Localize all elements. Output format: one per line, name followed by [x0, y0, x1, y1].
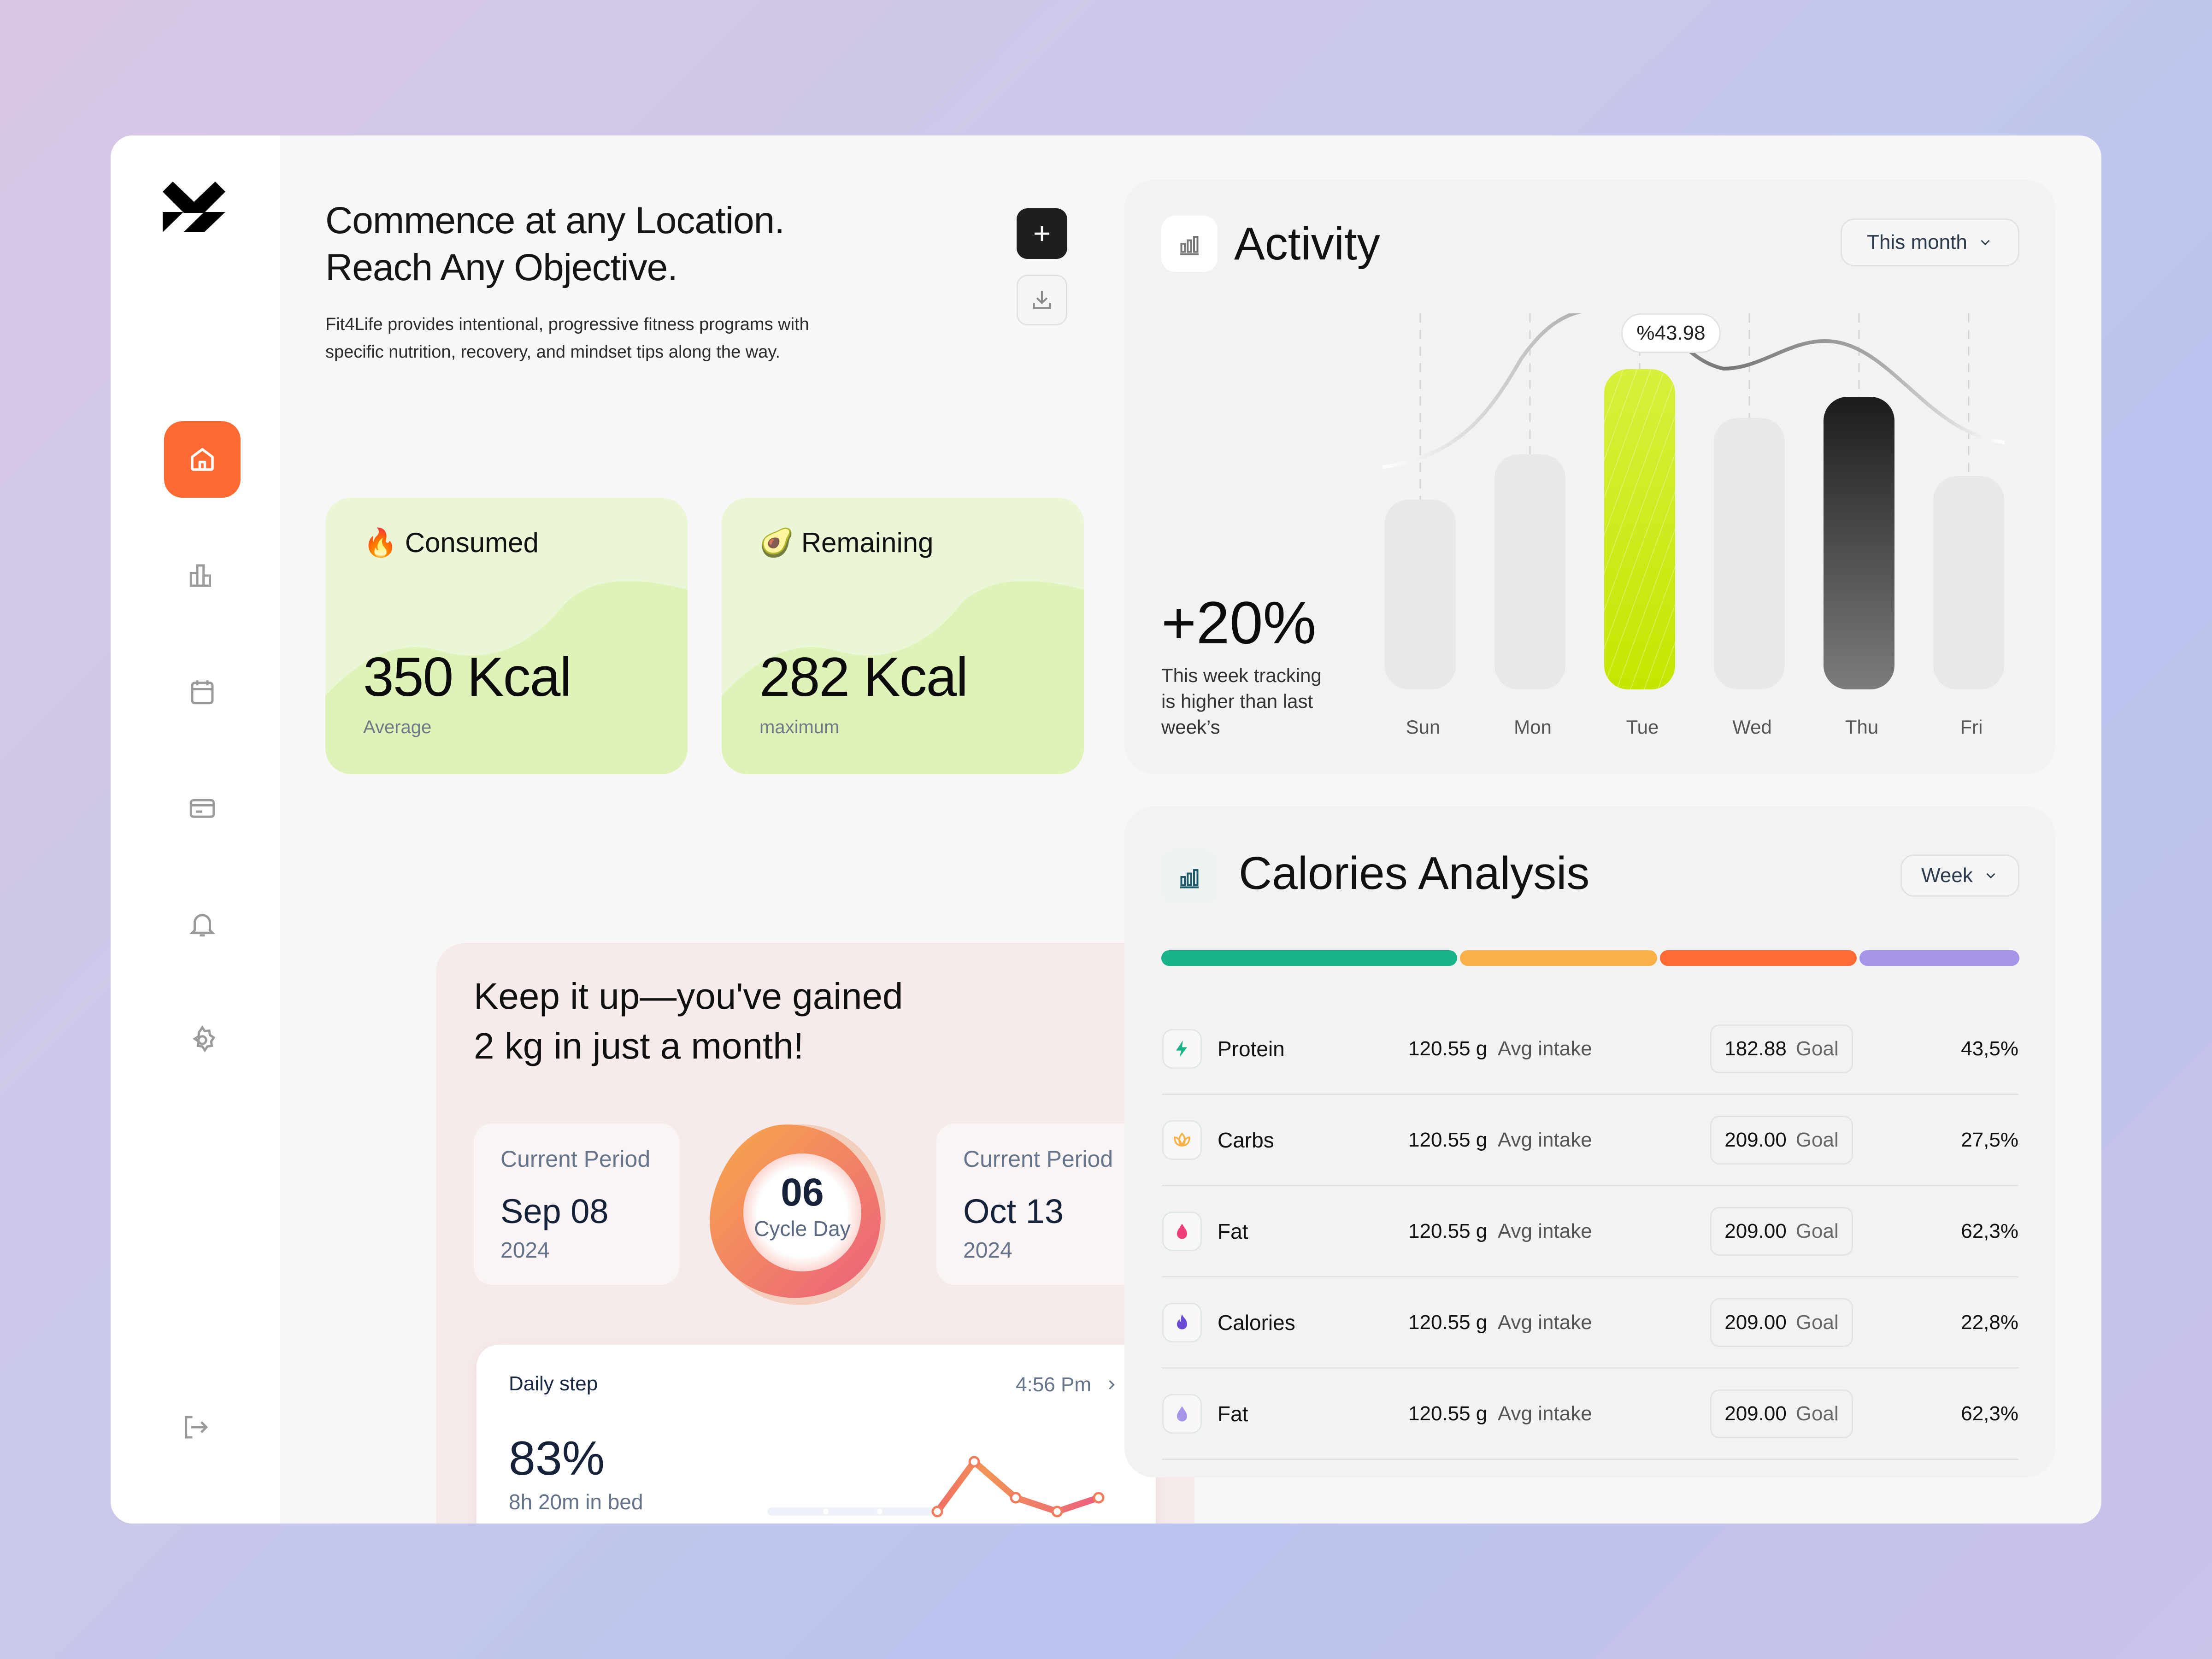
bell-icon: [189, 914, 215, 937]
plus-icon: [1035, 226, 1049, 241]
segment-calories: [1859, 950, 2020, 966]
table-row[interactable]: Fat 120.55 g Avg intake 209.00 Goal 62,3%: [1162, 1369, 2018, 1460]
svg-text:Thu: Thu: [1845, 716, 1878, 738]
bar-thu: [1824, 397, 1894, 689]
svg-text:Sun: Sun: [1406, 716, 1441, 738]
calories-period-dropdown[interactable]: Week: [1900, 854, 2019, 897]
chevron-right-icon: [1109, 1380, 1115, 1390]
segment-fat: [1659, 950, 1857, 966]
page-description: Fit4Life provides intentional, progressi…: [325, 315, 809, 362]
sidebar-item-payments[interactable]: [164, 770, 241, 846]
bar-wed: [1714, 418, 1785, 689]
activity-icon: [1161, 216, 1218, 272]
home-icon: [191, 448, 214, 471]
calories-icon: [1161, 849, 1218, 905]
svg-text:Tue: Tue: [1626, 716, 1659, 738]
sidebar-item-stats[interactable]: [164, 537, 241, 614]
progress-headline: Keep it up—you've gained 2 kg in just a m…: [474, 976, 903, 1066]
table-row[interactable]: Carbs 120.55 g Avg intake 209.00 Goal 27,…: [1162, 1095, 2018, 1186]
current-period-end-card: Current Period Oct 13 2024: [936, 1124, 1142, 1285]
logout-icon: [185, 1416, 208, 1439]
remaining-label: Remaining: [801, 527, 934, 558]
sidebar: [111, 135, 280, 1524]
cycle-day-badge: 06 Cycle Day: [706, 1116, 899, 1309]
daily-step-card[interactable]: Daily step 4:56 Pm 83% 8h 20m in bed: [477, 1345, 1156, 1524]
activity-title: Activity: [1234, 218, 1380, 270]
bar-mon: [1494, 454, 1565, 689]
consumed-label: Consumed: [405, 527, 539, 558]
sleep-chart: [767, 1456, 1105, 1518]
table-row[interactable]: Fat 120.55 g Avg intake 209.00 Goal 62,3%: [1162, 1186, 2018, 1277]
progress-panel: Keep it up—you've gained 2 kg in just a m…: [436, 943, 1194, 1524]
remaining-card: 🥑 Remaining 282 Kcal maximum: [722, 498, 1084, 774]
calendar-icon: [191, 680, 214, 705]
svg-text:Fri: Fri: [1960, 716, 1983, 738]
remaining-value: 282 Kcal: [759, 646, 968, 708]
gear-icon: [193, 1025, 216, 1053]
svg-text:Mon: Mon: [1514, 716, 1552, 738]
logout-button[interactable]: [157, 1389, 233, 1465]
page-title: Commence at any Location. Reach Any Objec…: [325, 200, 785, 288]
table-row[interactable]: Calories 120.55 g Avg intake 209.00 Goal …: [1162, 1277, 2018, 1369]
consumed-sub: Average: [363, 717, 432, 737]
remaining-sub: maximum: [759, 717, 840, 737]
avocado-icon: 🥑: [759, 527, 794, 558]
hero: Commence at any Location. Reach Any Objec…: [325, 197, 878, 366]
cycle-blob: [710, 1124, 886, 1305]
sidebar-item-settings[interactable]: [164, 1002, 241, 1078]
credit-card-icon: [189, 799, 215, 818]
activity-period-dropdown[interactable]: This month: [1841, 218, 2019, 266]
logo-icon: [163, 182, 225, 232]
sidebar-item-notifications[interactable]: [164, 886, 241, 962]
download-button[interactable]: [1017, 275, 1067, 325]
consumed-card: 🔥 Consumed 350 Kcal Average: [325, 498, 688, 774]
lotus-icon: [1162, 1120, 1202, 1160]
segment-protein: [1161, 950, 1457, 966]
calories-panel: Calories Analysis Week Protein 120.55 g …: [1124, 806, 2055, 1477]
calories-title: Calories Analysis: [1239, 847, 1590, 899]
flame-icon: [1162, 1302, 1202, 1342]
daily-step-time[interactable]: 4:56 Pm: [1016, 1373, 1120, 1396]
add-button[interactable]: [1017, 208, 1067, 259]
activity-tooltip: %43.98: [1621, 313, 1721, 353]
sidebar-item-calendar[interactable]: [164, 653, 241, 730]
consumed-value: 350 Kcal: [363, 646, 572, 708]
chevron-down-icon: [1986, 873, 1995, 879]
bolt-icon: [1162, 1029, 1202, 1069]
daily-step-title: Daily step: [509, 1372, 598, 1395]
table-row[interactable]: Protein 120.55 g Avg intake 182.88 Goal 4…: [1162, 1004, 2018, 1095]
drop-icon: [1162, 1394, 1202, 1434]
app-window: Commence at any Location. Reach Any Objec…: [111, 135, 2101, 1524]
current-period-start-card: Current Period Sep 08 2024: [474, 1124, 679, 1285]
cycle-day-label: Cycle Day: [754, 1217, 851, 1241]
activity-change-desc: This week tracking is higher than last wee…: [1161, 665, 1322, 738]
daily-step-percent: 83%: [509, 1432, 605, 1485]
bar-fri: [1933, 476, 2004, 689]
daily-step-sub: 8h 20m in bed: [509, 1490, 643, 1514]
goal-badge: 209.00 Goal: [1710, 1206, 1853, 1256]
fire-icon: 🔥: [363, 527, 398, 558]
activity-change: +20%: [1161, 589, 1317, 656]
activity-panel: Activity This month +20% This week track…: [1124, 180, 2055, 774]
download-icon: [1033, 291, 1051, 309]
svg-text:Wed: Wed: [1732, 716, 1772, 738]
macro-distribution-bar: [1161, 950, 2020, 966]
drop-icon: [1162, 1211, 1202, 1251]
goal-badge: 209.00 Goal: [1710, 1115, 1853, 1165]
wave-decoration: [325, 581, 688, 774]
wave-decoration: [722, 581, 1084, 774]
activity-chart: Sun Mon Tue Wed Thu Fri: [1382, 313, 2005, 738]
goal-badge: 209.00 Goal: [1710, 1389, 1853, 1438]
bar-sun: [1385, 500, 1456, 689]
sidebar-item-home[interactable]: [164, 421, 241, 498]
goal-badge: 209.00 Goal: [1710, 1298, 1853, 1347]
cycle-day-value: 06: [781, 1171, 824, 1214]
chevron-down-icon: [1981, 240, 1990, 246]
goal-badge: 182.88 Goal: [1710, 1024, 1853, 1073]
segment-carbs: [1459, 950, 1657, 966]
bar-chart-icon: [189, 564, 211, 587]
